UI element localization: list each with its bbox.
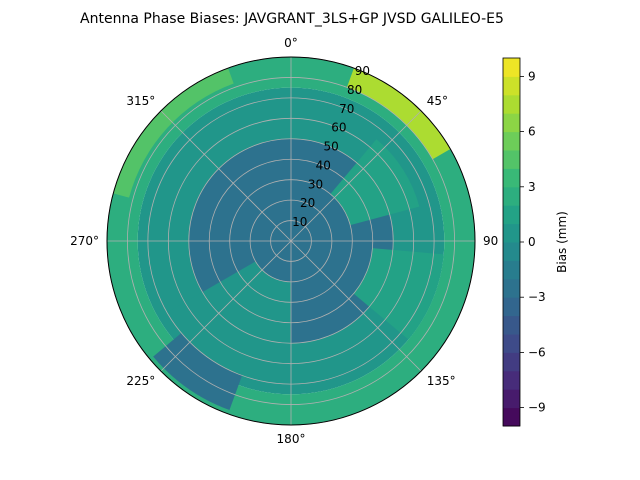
colorbar: −9 −6 −3 0 3 6 9 <box>502 57 546 427</box>
colorbar-label: Bias (mm) <box>555 211 569 273</box>
colorbar-level-2 <box>503 370 520 390</box>
azimuth-tick-label: 135° <box>427 374 456 388</box>
bias-region-7 <box>113 68 234 198</box>
radial-tick-label: 30 <box>308 177 323 191</box>
polar-frame <box>106 56 476 426</box>
radial-tick-label: 60 <box>331 121 346 135</box>
colorbar-level-0 <box>503 407 520 427</box>
colorbar-level-18 <box>503 76 520 96</box>
colorbar-level-9 <box>503 242 520 261</box>
colorbar-level-17 <box>503 94 520 114</box>
colorbar-level-6 <box>503 297 520 317</box>
colorbar-tick-label: 0 <box>528 235 536 249</box>
colorbar-level-4 <box>503 334 520 353</box>
azimuth-gridline-45 <box>290 110 422 242</box>
colorbar-level-13 <box>503 168 520 188</box>
bias-region-4 <box>353 248 444 340</box>
azimuth-gridline-225 <box>160 240 292 372</box>
radial-tick-label: 40 <box>316 158 331 172</box>
radial-tick-label: 10 <box>292 215 307 229</box>
colorbar-level-12 <box>503 186 520 206</box>
colorbar-tick-label: −3 <box>528 290 546 304</box>
colorbar-level-5 <box>503 315 520 335</box>
azimuth-gridline-315 <box>160 110 292 242</box>
colorbar-level-16 <box>503 113 520 133</box>
colorbar-tick-label: −6 <box>528 345 546 359</box>
bias-region-8 <box>153 332 243 411</box>
radial-tick-label: 70 <box>339 102 354 116</box>
radial-tick-label: 90 <box>355 64 370 78</box>
colorbar-level-10 <box>503 223 520 243</box>
colorbar-level-8 <box>503 260 520 280</box>
bias-region-6 <box>346 68 451 160</box>
colorbar-tick-label: 9 <box>528 69 536 83</box>
colorbar-level-15 <box>503 131 520 151</box>
azimuth-tick-label: 315° <box>126 94 155 108</box>
azimuth-tick-label: 225° <box>126 374 155 388</box>
radial-tick-label: 50 <box>323 140 338 154</box>
colorbar-level-1 <box>503 389 520 409</box>
azimuth-tick-labels: 0° 45° 90 135° 180° 225° 270° 315° <box>70 36 498 446</box>
azimuth-gridline-135 <box>290 240 422 372</box>
colorbar-level-14 <box>503 150 520 169</box>
azimuth-tick-label: 0° <box>284 36 298 50</box>
colorbar-level-3 <box>503 352 520 372</box>
radial-tick-label: 20 <box>300 196 315 210</box>
colorbar-level-19 <box>503 58 520 77</box>
radial-tick-labels: 10 20 30 40 50 60 70 80 90 <box>292 64 370 229</box>
colorbar-tick-label: −9 <box>528 401 546 415</box>
colorbar-level-7 <box>503 278 520 298</box>
azimuth-tick-label: 270° <box>70 234 99 248</box>
azimuth-tick-label: 180° <box>277 432 306 446</box>
colorbar-tick-label: 3 <box>528 180 536 194</box>
azimuth-tick-label: 90 <box>483 234 498 248</box>
chart-title: Antenna Phase Biases: JAVGRANT_3LS+GP JV… <box>80 11 504 27</box>
colorbar-level-11 <box>503 205 520 225</box>
azimuth-tick-label: 45° <box>427 94 448 108</box>
polar-grid <box>106 56 476 426</box>
radial-tick-label: 80 <box>347 83 362 97</box>
colorbar-tick-label: 6 <box>528 125 536 139</box>
